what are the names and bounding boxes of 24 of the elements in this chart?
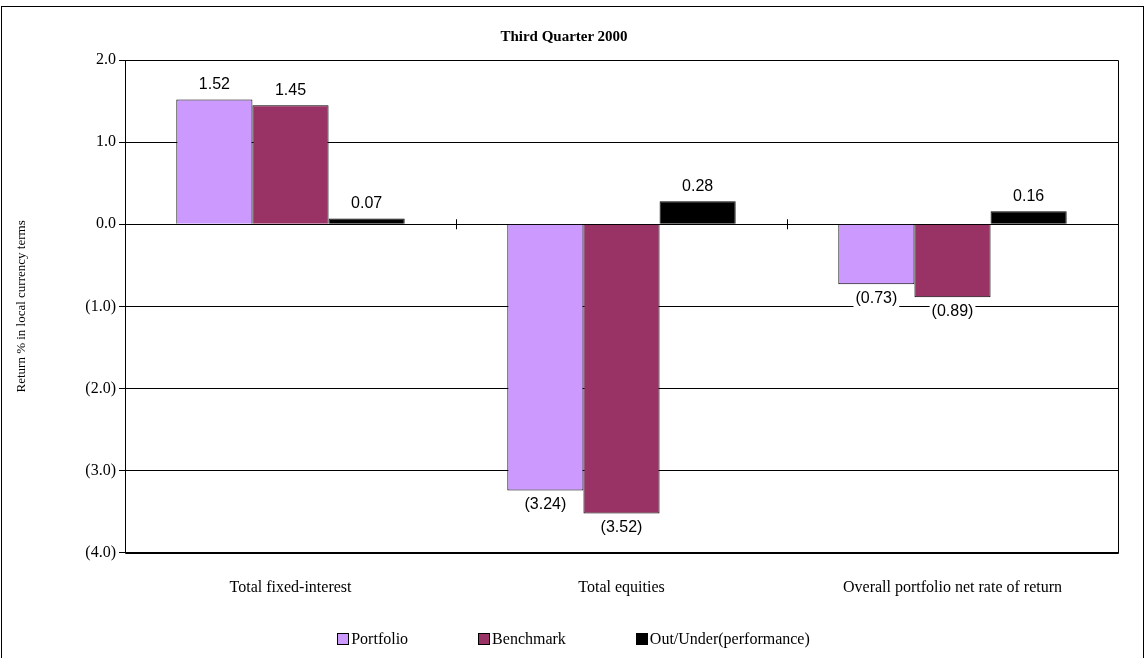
legend-label: Portfolio (351, 630, 409, 648)
x-tick-label: Total equities (578, 577, 665, 596)
x-tick-label: Total fixed-interest (229, 577, 353, 595)
chart-title: Third Quarter 2000 (500, 27, 628, 44)
y-tick-label: (4.0) (85, 543, 116, 561)
legend-label: Out/Under(performance) (649, 630, 810, 648)
data-label: (0.89) (931, 301, 974, 319)
data-label: 0.16 (1013, 186, 1045, 204)
y-tick-label: (2.0) (85, 378, 116, 397)
data-label: (0.73) (855, 288, 898, 306)
data-label: 1.52 (198, 74, 231, 92)
y-tick-label: 0.0 (96, 214, 116, 232)
legend-label: Benchmark (492, 630, 566, 648)
data-label: (3.52) (600, 517, 643, 535)
y-axis-title: Return % in local currency terms (13, 220, 29, 393)
data-label: (3.24) (524, 494, 567, 512)
data-label: 1.45 (274, 80, 307, 98)
data-label: 0.07 (351, 193, 383, 211)
y-tick-label: (3.0) (85, 460, 116, 479)
data-label: 0.28 (682, 176, 714, 194)
x-tick-label: Overall portfolio net rate of return (842, 577, 1063, 596)
y-tick-label: 1.0 (96, 132, 116, 150)
y-tick-label: (1.0) (85, 296, 116, 315)
y-tick-label: 2.0 (96, 50, 116, 68)
